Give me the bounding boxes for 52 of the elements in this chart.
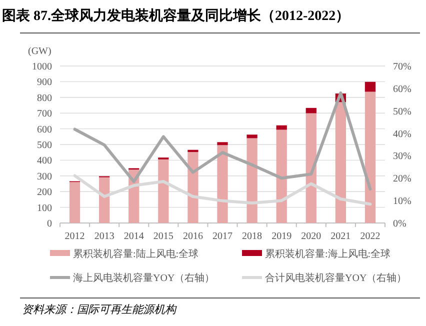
x-tick-label: 2012 [64, 231, 85, 242]
y-tick-label: 600 [37, 124, 52, 136]
y2-tick-label: 50% [393, 106, 412, 118]
bar [306, 108, 316, 114]
x-tick-label: 2019 [272, 231, 292, 242]
legend-label: 海上风电装机容量YOY（右轴） [73, 272, 215, 284]
x-tick-label: 2017 [212, 231, 232, 242]
x-tick-label: 2014 [124, 231, 144, 242]
bar [158, 159, 169, 223]
y-tick-label: 500 [37, 140, 52, 151]
bar [246, 138, 258, 223]
y-axis-title: (GW) [28, 46, 52, 57]
bar [335, 102, 346, 223]
y-tick-label: 0 [47, 218, 52, 230]
y-tick-label: 100 [37, 202, 52, 214]
y-tick-label: 700 [37, 108, 52, 120]
x-tick-label: 2018 [242, 231, 262, 242]
y-tick-label: 400 [37, 156, 52, 167]
legend-label: 累积装机容量:海上风电:全球 [265, 248, 391, 260]
x-tick-label: 2013 [94, 231, 114, 242]
bar [99, 177, 110, 223]
bar [69, 182, 80, 223]
x-tick-label: 2021 [330, 231, 351, 242]
y-tick-label: 800 [37, 92, 52, 104]
chart-title: 图表 87.全球风力发电装机容量及同比增长（2012-2022） [2, 7, 350, 24]
bar [217, 142, 228, 146]
y2-tick-label: 40% [393, 128, 412, 140]
bar [276, 125, 287, 130]
y2-tick-label: 30% [393, 151, 412, 162]
y2-tick-label: 60% [393, 84, 412, 95]
y2-tick-label: 0% [393, 218, 406, 230]
bar [276, 130, 287, 223]
x-tick-label: 2022 [360, 231, 380, 242]
y-tick-label: 900 [37, 77, 52, 88]
bar [188, 150, 198, 152]
x-tick-label: 2020 [301, 231, 322, 242]
bar [246, 134, 258, 138]
x-tick-label: 2015 [153, 231, 174, 242]
y2-tick-label: 70% [393, 62, 412, 72]
legend-label: 累积装机容量:陆上风电:全球 [73, 248, 199, 260]
bar [364, 92, 376, 223]
y-tick-label: 200 [37, 187, 52, 198]
x-tick-label: 2016 [182, 231, 203, 242]
y-tick-label: 1000 [32, 62, 52, 72]
bar [306, 113, 316, 223]
text: 资料来源：国际可再生能源机构 [22, 303, 177, 316]
legend-label: 合计风电装机容量YOY（右轴） [265, 272, 407, 284]
y2-tick-label: 10% [393, 196, 412, 208]
bar [217, 145, 228, 223]
y2-tick-label: 20% [393, 174, 412, 185]
y-tick-label: 300 [37, 171, 52, 182]
bar [364, 82, 376, 92]
